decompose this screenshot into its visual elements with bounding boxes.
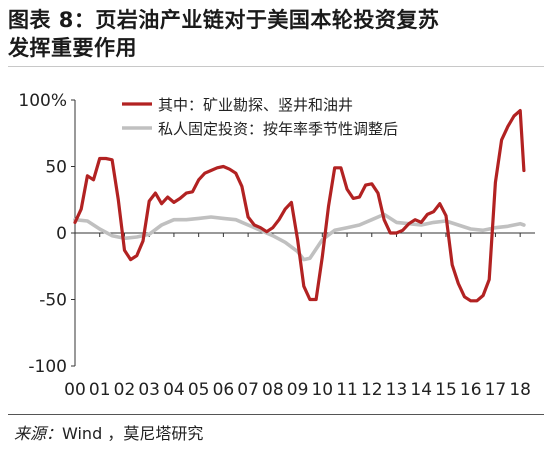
source-divider: [8, 414, 544, 415]
x-tick-label: 02: [114, 380, 136, 400]
x-tick-label: 14: [410, 380, 432, 400]
x-tick-label: 09: [287, 380, 309, 400]
y-tick-label: 100%: [18, 91, 67, 111]
series-line-1: [73, 108, 526, 303]
chart-series: [73, 108, 526, 303]
x-tick-label: 04: [163, 380, 185, 400]
x-tick-label: 10: [311, 380, 333, 400]
x-tick-label: 07: [237, 380, 259, 400]
chart-title: 图表 8：页岩油产业链对于美国本轮投资复苏 发挥重要作用: [8, 6, 544, 62]
x-tick-label: 08: [262, 380, 284, 400]
x-tick-label: 00: [64, 380, 86, 400]
chart-axes: 100% 50 0 -50 -100 00 01 02 03 04 05 06 07 08 09 10 11 12…: [18, 91, 535, 400]
x-tick-label: 05: [188, 380, 210, 400]
legend-label-2: 私人固定投资：按年率季节性调整后: [158, 120, 398, 138]
y-tick-label: 0: [56, 224, 67, 244]
y-tick-label: -100: [28, 357, 67, 377]
x-tick-label: 01: [89, 380, 111, 400]
x-tick-label: 13: [386, 380, 408, 400]
chart-title-line-1: 图表 8：页岩油产业链对于美国本轮投资复苏: [8, 8, 440, 32]
line-chart: 100% 50 0 -50 -100 00 01 02 03 04 05 06 07 08 09 10 11 12…: [18, 91, 535, 400]
legend-label-1: 其中：矿业勘探、竖井和油井: [158, 96, 353, 114]
y-tick-label: -50: [39, 291, 67, 311]
source-label: 来源：: [14, 424, 63, 443]
source-text: Wind ，莫尼塔研究: [62, 424, 204, 443]
x-tick-label: 03: [138, 380, 160, 400]
chart-title-line-2: 发挥重要作用: [8, 36, 137, 60]
y-tick-label: 50: [45, 158, 67, 178]
x-tick-label: 18: [509, 380, 531, 400]
source-note: 来源：Wind ，莫尼塔研究: [14, 420, 203, 444]
x-tick-label: 11: [336, 380, 358, 400]
x-tick-label: 15: [435, 380, 457, 400]
series-line-2: [73, 212, 526, 262]
x-tick-label: 12: [361, 380, 383, 400]
x-tick-label: 17: [485, 380, 507, 400]
x-tick-label: 06: [213, 380, 235, 400]
title-divider: [8, 66, 544, 67]
x-tick-label: 16: [460, 380, 482, 400]
